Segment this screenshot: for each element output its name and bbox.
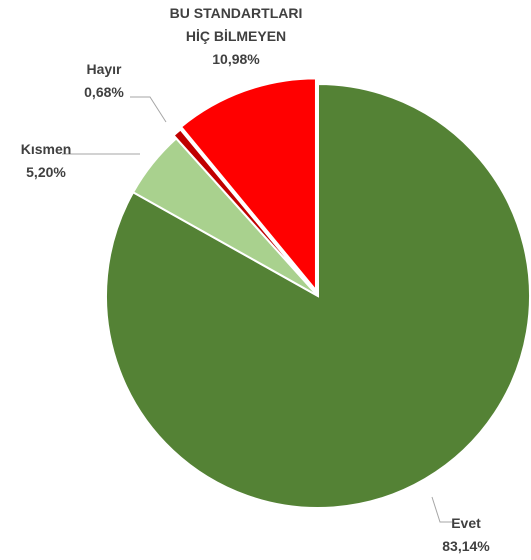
data-label: Hayır 0,68% (84, 58, 124, 104)
data-label: BU STANDARTLARI HİÇ BİLMEYEN 10,98% (156, 2, 316, 71)
pie-slice (172, 128, 317, 294)
data-label: Kısmen 5,20% (21, 138, 72, 184)
pie-slice (179, 77, 317, 294)
leader-line (431, 496, 452, 523)
category-label: Hayır (86, 61, 122, 77)
data-label: Evet 83,14% (442, 512, 489, 558)
pie (105, 77, 531, 509)
leader-line (130, 96, 167, 123)
value-label: 5,20% (26, 164, 66, 180)
value-label: 0,68% (84, 84, 124, 100)
value-label: 83,14% (442, 538, 490, 554)
category-label: Kısmen (20, 141, 72, 157)
category-label: Evet (451, 515, 481, 531)
pie-slice (105, 82, 531, 509)
value-label: 10,98% (212, 51, 260, 67)
category-label: BU STANDARTLARI HİÇ BİLMEYEN (169, 5, 303, 44)
